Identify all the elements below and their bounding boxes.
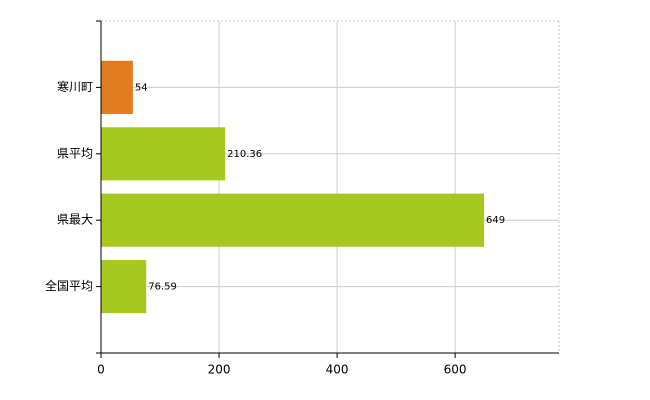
bar — [101, 60, 133, 114]
y-tick-label: 県平均 — [57, 146, 93, 160]
bar — [101, 193, 485, 247]
value-label: 76.59 — [148, 282, 177, 293]
value-label: 54 — [135, 82, 148, 93]
y-tick-label: 全国平均 — [45, 278, 93, 293]
x-tick-label: 200 — [208, 363, 231, 377]
x-tick-label: 400 — [326, 363, 349, 377]
y-tick-label: 寒川町 — [57, 79, 93, 94]
value-label: 210.36 — [227, 149, 262, 160]
bar — [101, 127, 226, 181]
y-tick-label: 県最大 — [57, 213, 93, 227]
x-tick-label: 600 — [444, 363, 467, 377]
value-label: 649 — [486, 215, 505, 226]
x-tick-label: 0 — [97, 363, 105, 377]
bar — [101, 260, 147, 314]
